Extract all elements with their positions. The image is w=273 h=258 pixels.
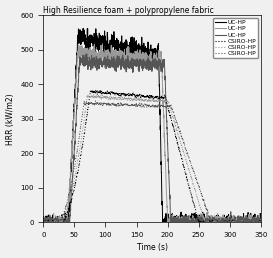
Legend: UC-HP, UC-HP, UC-HP, CSIRO-HP, CSIRO-HP, CSIRO-HP: UC-HP, UC-HP, UC-HP, CSIRO-HP, CSIRO-HP,…: [213, 18, 258, 58]
Y-axis label: HRR (kW/m2): HRR (kW/m2): [5, 93, 14, 144]
X-axis label: Time (s): Time (s): [136, 244, 168, 252]
Text: High Resilience foam + polypropylene fabric: High Resilience foam + polypropylene fab…: [43, 6, 214, 14]
